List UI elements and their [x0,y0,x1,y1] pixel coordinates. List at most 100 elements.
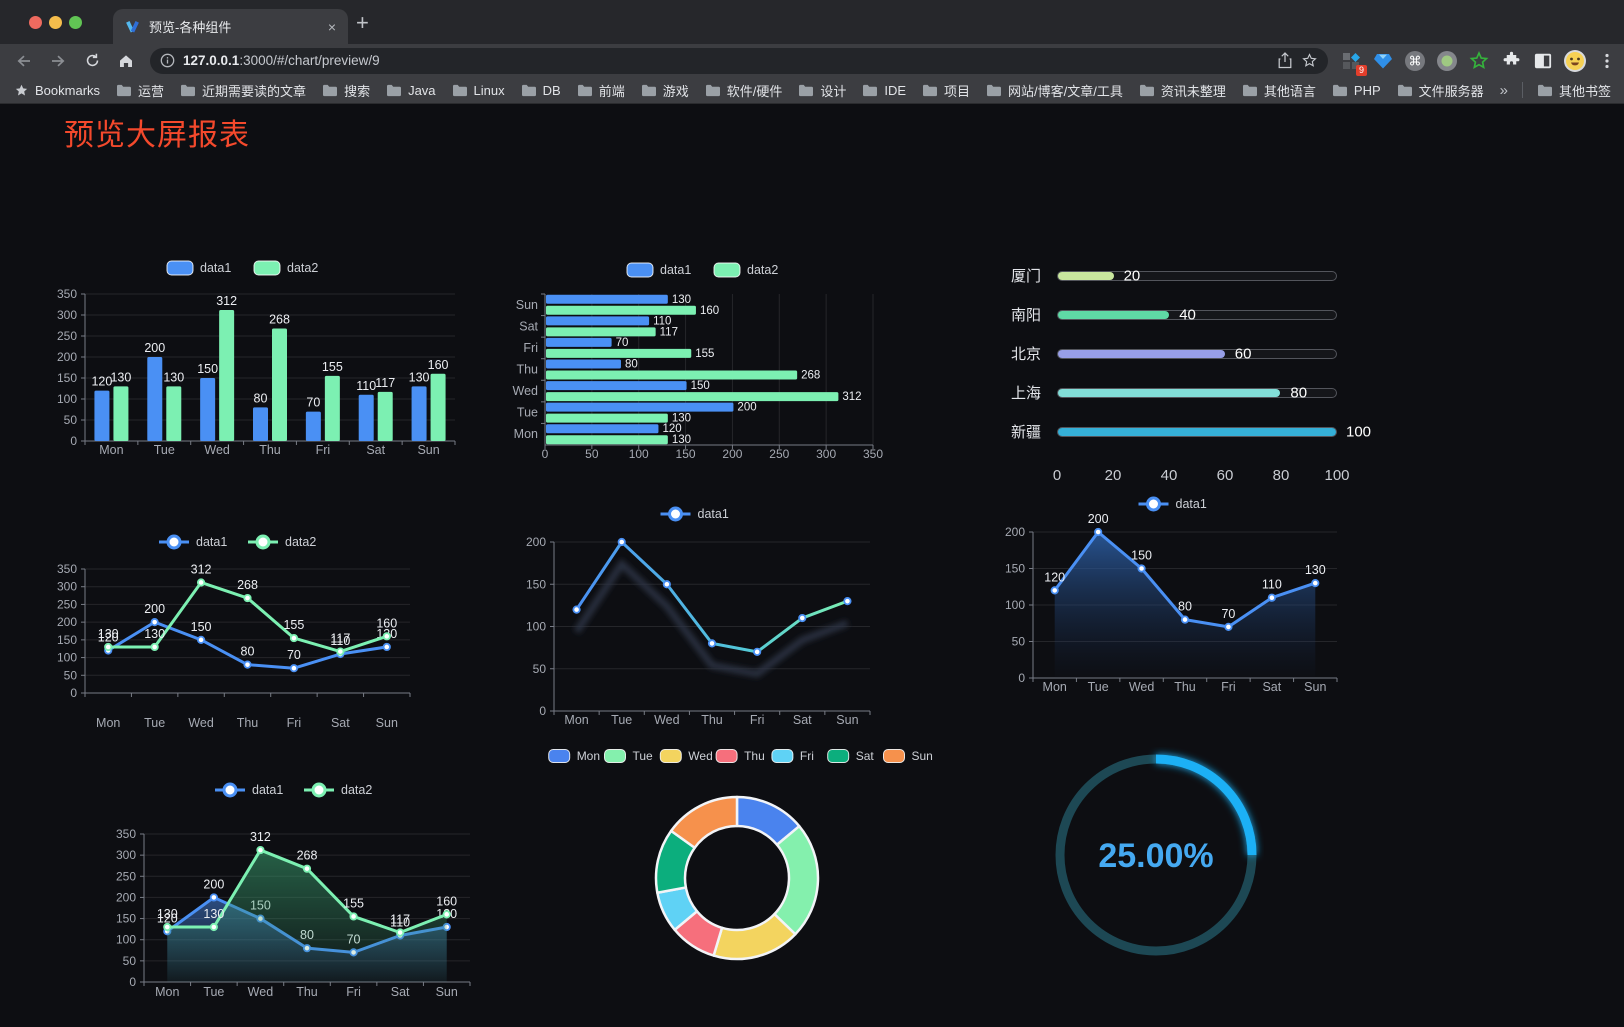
data-point[interactable] [707,639,717,648]
legend-item-data2[interactable]: data2 [253,260,318,276]
extension-grid-icon[interactable]: 9 [1338,48,1367,76]
menu-icon[interactable] [1594,48,1620,74]
data-point[interactable] [289,633,299,643]
bar-data1-Mon[interactable] [546,424,659,434]
bar-data2-Mon[interactable] [113,386,129,441]
bar-data1-Fri[interactable] [546,337,612,347]
data-point[interactable] [196,578,206,587]
data-point[interactable] [617,537,626,547]
bookmark-item[interactable]: 近期需要读的文章 [180,81,306,100]
bar-data2-Mon[interactable] [546,435,668,445]
bookmark-item[interactable]: IDE [862,83,906,98]
horizontal-bar-chart[interactable]: data1 data2 0 50 100 150 200 250 300 350 Sun 130 160… [505,254,897,492]
bookmark-item[interactable]: Linux [452,83,505,98]
bookmark-item[interactable]: 网站/博客/文章/工具 [986,81,1123,100]
legend-item-data1[interactable]: data1 [166,260,231,276]
bar-data1-Tue[interactable] [546,402,734,412]
data-point[interactable] [1050,586,1059,595]
bookmark-item[interactable]: 文件服务器 [1397,81,1484,100]
url-text[interactable]: 127.0.0.1:3000/#/chart/preview/9 [183,53,1269,68]
data-point[interactable] [104,642,113,652]
bar-data2-Fri[interactable] [324,375,340,441]
bar-data1-Sun[interactable] [546,294,668,304]
legend-item-Tue[interactable]: Tue [604,749,654,763]
new-tab-button[interactable]: + [356,10,369,35]
bar-data1-Thu[interactable] [546,359,621,369]
data-point[interactable] [209,922,218,932]
data-point[interactable] [798,613,807,623]
data-point[interactable] [442,910,451,919]
gauge-chart[interactable]: 25.00% [1048,747,1264,963]
extension-gem-icon[interactable] [1370,48,1396,74]
bar-data2-Sun[interactable] [430,373,446,441]
line-chart-two-series[interactable]: 0 50 100 150 200 250 300 350 Mon Tue Wed Thu Fri Sat S… [45,529,481,747]
gradient-line-chart[interactable]: 0 50 100 150 200 Mon Tue Wed Thu Fri Sat Sun data1 [500,500,882,732]
bar-data2-Sat[interactable] [377,391,393,441]
browser-tab[interactable]: 预览-各种组件 × [113,9,348,44]
legend-item-data1[interactable]: data1 [1138,496,1207,512]
bar-data2-Tue[interactable] [166,386,182,441]
bar-data1-Wed[interactable] [546,381,687,391]
data-point[interactable] [662,580,671,589]
bar-data2-Thu[interactable] [272,328,287,441]
pie-slice-Sun[interactable] [669,795,739,849]
bar-data1-Fri[interactable] [305,411,321,441]
bar-data1-Thu[interactable] [253,407,268,441]
data-point[interactable] [243,660,252,669]
profile-avatar[interactable] [1562,48,1588,74]
bookmark-item[interactable]: 前端 [577,81,625,100]
data-point[interactable] [196,635,206,644]
data-point[interactable] [302,864,312,873]
bar-data1-Tue[interactable] [147,357,163,441]
city-progress-chart[interactable]: 厦门 20 南阳 40 北京 60 上海 80 新疆 100 0 20 40 60 80 100 [985,256,1371,488]
extension-command-icon[interactable]: ⌘ [1402,48,1428,74]
legend-item-data2[interactable]: data2 [248,534,316,550]
two-series-area-chart[interactable]: 0 50 100 150 200 250 300 350 Mon Tue Wed Thu Fri Sat S… [100,772,492,1014]
legend-item-data1[interactable]: data1 [626,262,691,278]
extension-record-icon[interactable] [1434,48,1460,74]
bookmark-item[interactable]: 运营 [116,81,164,100]
data-point[interactable] [1094,527,1103,537]
window-minimize-button[interactable] [49,16,62,29]
legend-item-Fri[interactable]: Fri [771,749,814,763]
other-bookmarks[interactable]: 其他书签 [1537,81,1611,100]
data-point[interactable] [1311,579,1320,588]
bar-data2-Sat[interactable] [546,327,656,337]
legend-item-data2[interactable]: data2 [304,782,372,798]
bar-data1-Wed[interactable] [200,378,216,441]
data-point[interactable] [753,647,762,656]
data-point[interactable] [209,893,218,902]
bar-data1-Mon[interactable] [94,390,110,441]
bar-data2-Fri[interactable] [546,348,692,358]
bookmark-item[interactable]: DB [521,83,561,98]
bar-data2-Tue[interactable] [546,413,668,423]
bar-chart[interactable]: data1 data2 0 50 100 150 200 250 300 350 Mon Tue Wed… [45,252,465,490]
bookmark-item[interactable]: 其他语言 [1242,81,1316,100]
legend-item-data2[interactable]: data2 [713,262,778,278]
info-icon[interactable] [160,53,175,68]
bookmark-star-icon[interactable] [1301,52,1318,69]
legend-item-data1[interactable]: data1 [159,534,227,550]
bar-data2-Wed[interactable] [219,309,235,441]
bar-data2-Sun[interactable] [546,305,696,315]
legend-item-Thu[interactable]: Thu [715,749,765,763]
bar-data2-Wed[interactable] [546,392,839,402]
data-point[interactable] [336,647,345,656]
pie-slice-Wed[interactable] [712,912,797,961]
bar-data2-Thu[interactable] [546,370,798,380]
sidebar-icon[interactable] [1530,48,1556,74]
data-point[interactable] [163,922,172,932]
bookmarks-overflow-chevron[interactable]: » [1499,81,1509,99]
legend-item-Sat[interactable]: Sat [827,749,875,763]
data-point[interactable] [243,593,252,603]
pie-slice-Tue[interactable] [773,824,820,936]
bookmark-item[interactable]: 设计 [798,81,846,100]
share-icon[interactable] [1277,52,1293,69]
legend-item-Mon[interactable]: Mon [548,749,600,763]
data-point[interactable] [396,928,405,937]
bookmark-item[interactable]: 搜索 [322,81,370,100]
url-bar[interactable]: 127.0.0.1:3000/#/chart/preview/9 [150,47,1328,74]
data-point[interactable] [1267,593,1276,602]
data-point[interactable] [150,618,159,627]
bookmark-item[interactable]: 项目 [922,81,970,100]
